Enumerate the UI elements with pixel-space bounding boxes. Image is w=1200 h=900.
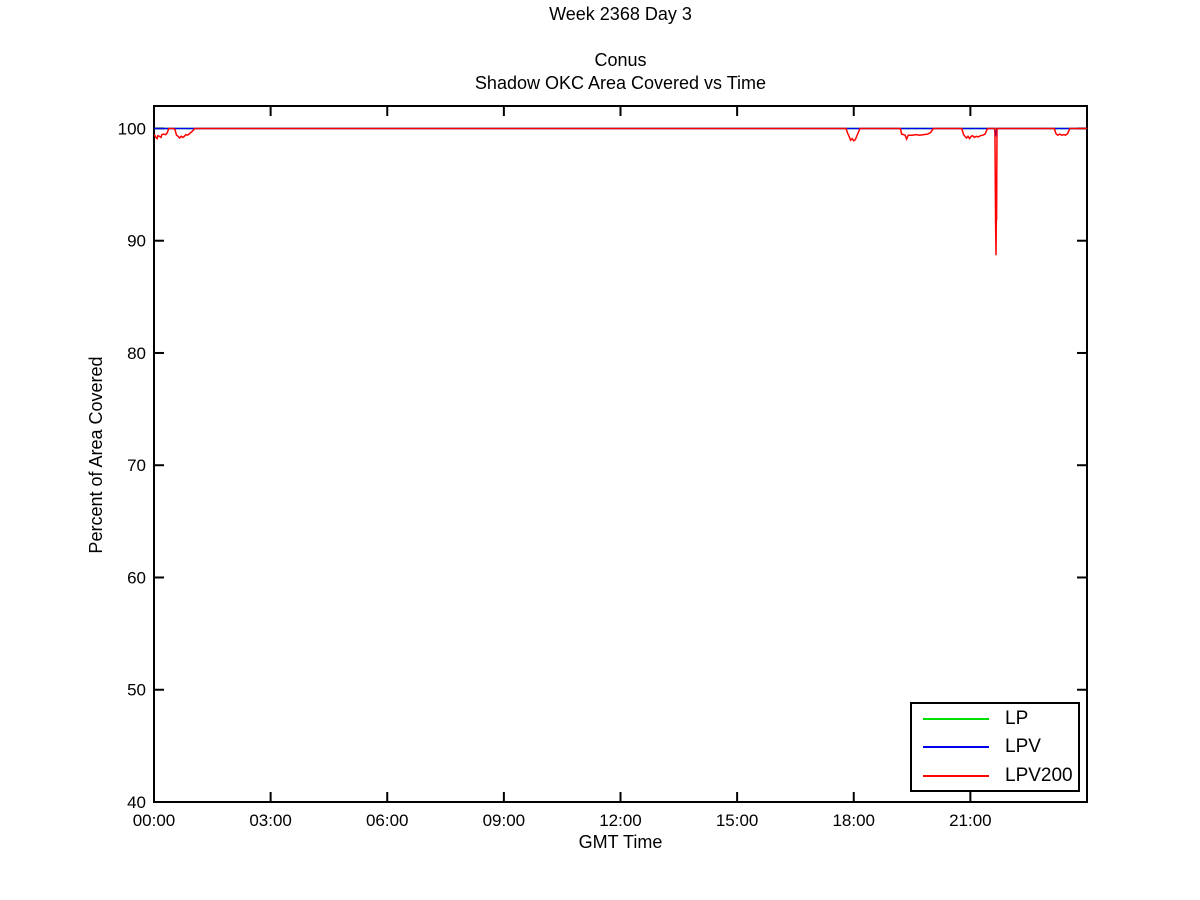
y-tick-label: 90 bbox=[127, 232, 146, 251]
legend-line-lp bbox=[923, 717, 989, 720]
legend-entry-lpv200: LPV200 bbox=[912, 762, 1078, 790]
x-tick-label: 03:00 bbox=[249, 811, 292, 830]
axes-title-line-2: Shadow OKC Area Covered vs Time bbox=[474, 73, 767, 93]
y-tick-label: 50 bbox=[127, 681, 146, 700]
axes-title-line-1: Conus bbox=[594, 50, 647, 70]
figure-title: Week 2368 Day 3 bbox=[549, 4, 692, 24]
x-tick-label: 06:00 bbox=[366, 811, 409, 830]
legend: LP LPV LPV200 bbox=[910, 702, 1080, 792]
y-tick-label: 80 bbox=[127, 344, 146, 363]
x-tick-label: 15:00 bbox=[716, 811, 759, 830]
y-tick-label: 40 bbox=[127, 793, 146, 812]
legend-label-lp: LP bbox=[1005, 707, 1029, 729]
legend-line-lpv bbox=[923, 746, 989, 748]
series-line-lpv bbox=[154, 127, 1087, 137]
legend-entry-lpv: LPV bbox=[912, 733, 1078, 761]
y-tick-label: 70 bbox=[127, 456, 146, 475]
x-axis-label: GMT Time bbox=[578, 832, 663, 852]
legend-label-lpv: LPV bbox=[1005, 736, 1041, 757]
legend-entry-lp: LP bbox=[912, 705, 1078, 733]
y-tick-label: 100 bbox=[118, 119, 146, 138]
plot-frame bbox=[153, 105, 1088, 803]
series-line-lpv200 bbox=[154, 127, 1087, 256]
x-tick-label: 00:00 bbox=[133, 811, 176, 830]
x-tick-label: 12:00 bbox=[599, 811, 642, 830]
legend-line-lpv200 bbox=[923, 774, 989, 777]
axes-title: Conus Shadow OKC Area Covered vs Time bbox=[154, 49, 1087, 95]
y-tick-label: 60 bbox=[127, 568, 146, 587]
legend-label-lpv200: LPV200 bbox=[1005, 764, 1073, 786]
y-axis-label: Percent of Area Covered bbox=[86, 356, 106, 554]
x-tick-label: 18:00 bbox=[832, 811, 875, 830]
x-tick-label: 09:00 bbox=[483, 811, 526, 830]
x-tick-label: 21:00 bbox=[949, 811, 992, 830]
